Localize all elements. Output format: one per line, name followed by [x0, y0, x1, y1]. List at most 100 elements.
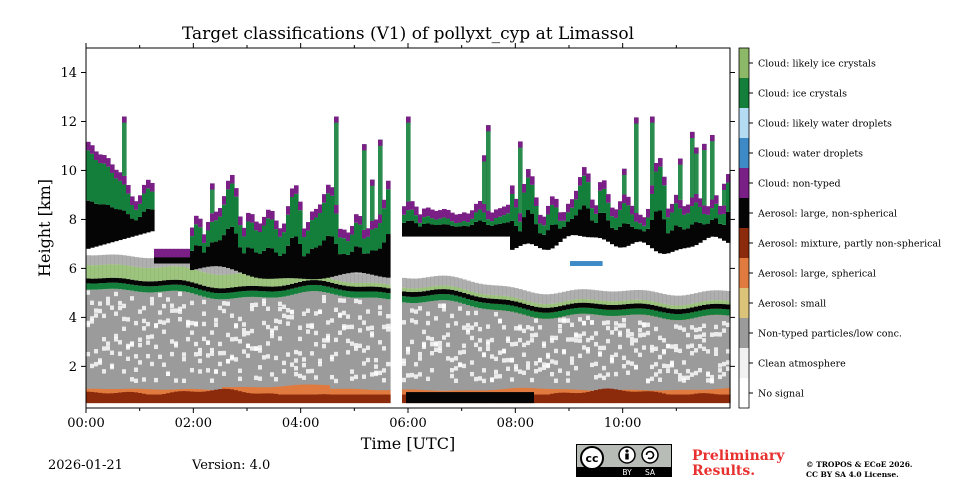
- heatmap-cell: [502, 286, 507, 296]
- heatmap-cell: [518, 326, 523, 331]
- heatmap-cell: [590, 199, 595, 209]
- heatmap-cell: [678, 309, 683, 315]
- heatmap-cell: [206, 221, 211, 231]
- heatmap-cell: [446, 342, 451, 347]
- heatmap-cell: [438, 345, 443, 350]
- heatmap-cell: [494, 285, 499, 296]
- heatmap-cell: [578, 177, 583, 186]
- heatmap-column: [698, 198, 703, 404]
- heatmap-column: [310, 211, 315, 404]
- heatmap-cell: [314, 375, 319, 380]
- heatmap-cell: [646, 391, 651, 404]
- heatmap-cell: [238, 368, 243, 373]
- heatmap-cell: [446, 218, 451, 225]
- heatmap-cell: [714, 303, 719, 309]
- heatmap-cell: [558, 310, 563, 318]
- heatmap-cell: [722, 328, 727, 333]
- heatmap-cell: [310, 284, 315, 292]
- heatmap-cell: [634, 229, 639, 243]
- heatmap-cell: [130, 290, 135, 391]
- heatmap-cell: [518, 302, 523, 308]
- heatmap-cell: [722, 308, 727, 316]
- heatmap-cell: [202, 299, 207, 305]
- heatmap-cell: [454, 223, 459, 227]
- heatmap-cell: [722, 183, 727, 190]
- heatmap-cell: [478, 346, 483, 352]
- heatmap-cell: [534, 394, 539, 404]
- heatmap-cell: [94, 255, 99, 266]
- heatmap-column: [462, 212, 467, 404]
- heatmap-cell: [650, 301, 655, 305]
- heatmap-cell: [414, 292, 419, 297]
- heatmap-cell: [266, 341, 271, 346]
- heatmap-column: [378, 139, 383, 404]
- heatmap-cell: [198, 295, 203, 391]
- heatmap-cell: [706, 206, 711, 215]
- heatmap-cell: [98, 264, 103, 279]
- heatmap-cell: [254, 375, 259, 381]
- heatmap-cell: [326, 184, 331, 194]
- heatmap-cell: [218, 288, 223, 294]
- heatmap-cell: [370, 229, 375, 251]
- heatmap-cell: [242, 392, 247, 404]
- heatmap-cell: [554, 306, 559, 312]
- heatmap-cell: [586, 391, 591, 404]
- heatmap-cell: [342, 285, 347, 291]
- heatmap-cell: [722, 361, 727, 367]
- heatmap-cell: [198, 351, 203, 357]
- heatmap-cell: [574, 307, 579, 315]
- heatmap-cell: [114, 264, 119, 278]
- heatmap-cell: [538, 233, 543, 249]
- heatmap-cell: [414, 288, 419, 292]
- heatmap-cell: [714, 347, 719, 352]
- heatmap-cell: [574, 199, 579, 216]
- heatmap-column: [542, 216, 547, 404]
- heatmap-cell: [686, 308, 691, 314]
- heatmap-cell: [470, 371, 475, 377]
- heatmap-cell: [526, 365, 531, 370]
- heatmap-cell: [670, 203, 675, 213]
- heatmap-cell: [578, 302, 583, 308]
- heatmap-cell: [466, 222, 471, 227]
- heatmap-cell: [154, 394, 159, 404]
- heatmap-cell: [426, 223, 431, 237]
- heatmap-cell: [130, 296, 135, 301]
- heatmap-cell: [682, 319, 687, 391]
- heatmap-cell: [690, 307, 695, 313]
- heatmap-cell: [198, 369, 203, 374]
- heatmap-cell: [302, 311, 307, 316]
- heatmap-cell: [402, 394, 407, 404]
- heatmap-cell: [546, 294, 551, 305]
- heatmap-cell: [478, 376, 483, 381]
- heatmap-cell: [298, 292, 303, 391]
- heatmap-cell: [370, 333, 375, 338]
- heatmap-cell: [718, 368, 723, 373]
- heatmap-cell: [386, 180, 391, 190]
- heatmap-cell: [90, 145, 95, 154]
- heatmap-cell: [118, 289, 123, 391]
- heatmap-cell: [630, 361, 635, 366]
- heatmap-cell: [242, 253, 247, 274]
- heatmap-cell: [206, 391, 211, 404]
- heatmap-cell: [270, 291, 275, 298]
- heatmap-cell: [126, 391, 131, 404]
- heatmap-cell: [262, 298, 267, 304]
- heatmap-cell: [650, 309, 655, 316]
- heatmap-cell: [422, 217, 427, 224]
- heatmap-cell: [606, 202, 611, 221]
- heatmap-cell: [318, 213, 323, 246]
- heatmap-cell: [186, 292, 191, 391]
- copyright-notice: © TROPOS & ECoE 2026. CC BY SA 4.0 Licen…: [806, 460, 913, 480]
- heatmap-cell: [718, 394, 723, 404]
- heatmap-cell: [370, 273, 375, 283]
- heatmap-cell: [578, 185, 583, 210]
- heatmap-cell: [258, 345, 263, 350]
- heatmap-cell: [622, 203, 627, 224]
- heatmap-cell: [670, 308, 675, 314]
- heatmap-cell: [602, 304, 607, 310]
- heatmap-column: [410, 201, 415, 404]
- heatmap-cell: [706, 214, 711, 224]
- heatmap-cell: [550, 371, 555, 377]
- heatmap-cell: [646, 315, 651, 391]
- heatmap-cell: [174, 341, 179, 346]
